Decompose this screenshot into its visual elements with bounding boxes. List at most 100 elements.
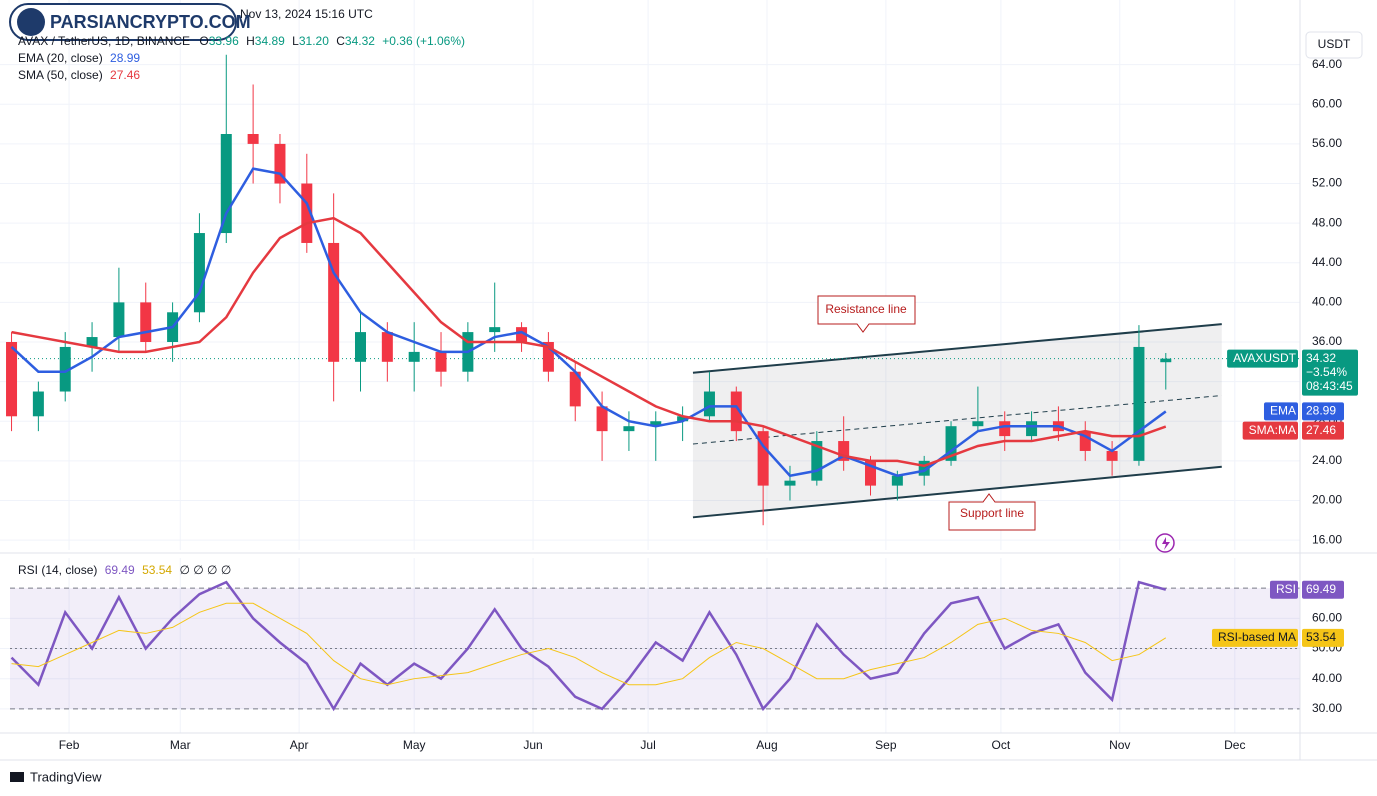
rsi-ma-badge-value: 53.54 <box>1306 630 1336 644</box>
y-tick-label: 40.00 <box>1312 295 1342 309</box>
price-badge-countdown: 08:43:45 <box>1306 379 1353 393</box>
candle-body <box>999 421 1011 437</box>
currency: USDT <box>1318 37 1351 51</box>
price-badge-box <box>1302 349 1358 396</box>
callout-box <box>817 295 916 333</box>
sma-legend: SMA (50, close) 27.46 <box>18 68 140 82</box>
y-tick-label: 24.00 <box>1312 453 1342 467</box>
candle-body <box>59 346 71 392</box>
ma-line <box>10 167 1167 478</box>
price-badge-value: 34.32 <box>1306 351 1336 365</box>
candle-body <box>623 426 635 432</box>
candle-body <box>32 391 44 417</box>
y-tick-label: 36.00 <box>1312 334 1342 348</box>
candle-body <box>703 391 715 417</box>
candle-body <box>1106 450 1118 461</box>
y-tick-label: 64.00 <box>1312 57 1342 71</box>
resistance-line <box>692 323 1222 374</box>
candle-body <box>113 302 125 338</box>
y-tick-label: 56.00 <box>1312 136 1342 150</box>
candle-body <box>1026 421 1038 437</box>
support-line <box>692 465 1222 519</box>
candle-body <box>1160 358 1172 363</box>
x-tick-label: Apr <box>290 738 309 752</box>
legend-extra: ∅ ∅ ∅ ∅ <box>179 563 231 577</box>
change: +0.36 (+1.06%) <box>382 34 465 48</box>
y-tick-label: 20.00 <box>1312 493 1342 507</box>
rsi-line <box>10 580 1167 712</box>
candle-body <box>1133 346 1145 461</box>
candle-body <box>193 233 205 313</box>
candle-body <box>435 351 447 372</box>
y-tick-label: 52.00 <box>1312 176 1342 190</box>
candle-body <box>569 371 581 407</box>
legend-name: RSI (14, close) <box>18 563 97 577</box>
rsi-badge-value: 69.49 <box>1306 582 1336 596</box>
legend-value: 69.49 <box>105 563 135 577</box>
legend-name: EMA (20, close) <box>18 51 103 65</box>
ohlc-value: 33.96 <box>209 34 239 48</box>
candle-body <box>274 143 286 184</box>
candle-body <box>328 242 340 362</box>
symbol: AVAX / TetherUS, 1D, BINANCE <box>18 34 190 48</box>
rsi-badge-label-box <box>1269 580 1298 599</box>
candle-body <box>891 475 903 486</box>
alert-bolt <box>1162 537 1170 550</box>
legend-name: SMA (50, close) <box>18 68 103 82</box>
tv-logo <box>10 772 24 782</box>
rsi-badge-label: RSI <box>1276 582 1296 596</box>
ema-badge-value-box <box>1302 402 1344 421</box>
alert-icon[interactable] <box>1155 533 1175 553</box>
candle-body <box>865 460 877 486</box>
candle-body <box>757 431 769 486</box>
channel-fill <box>692 324 1222 518</box>
watermark-box <box>9 3 237 41</box>
symbol-line: AVAX / TetherUS, 1D, BINANCE O33.96 H34.… <box>18 34 465 48</box>
x-tick-label: Feb <box>59 738 80 752</box>
candle-body <box>220 134 232 234</box>
sma-badge-label-box <box>1242 421 1298 440</box>
ohlc-label: C <box>336 34 345 48</box>
sma-badge-value-box <box>1302 421 1344 440</box>
candle-body <box>784 480 796 486</box>
candle-body <box>516 327 528 342</box>
rsi-ma-badge-label: RSI-based MA <box>1218 630 1296 644</box>
candle-body <box>972 421 984 427</box>
candle-body <box>140 302 152 342</box>
x-tick-label: Dec <box>1224 738 1245 752</box>
candle-body <box>730 391 742 432</box>
x-tick-label: Mar <box>170 738 191 752</box>
symbol-badge-label: AVAXUSDT <box>1233 351 1297 365</box>
ema-badge-label: EMA <box>1270 404 1296 418</box>
ohlc-label: O <box>199 34 208 48</box>
y-tick-label: 60.00 <box>1312 611 1342 625</box>
x-tick-label: May <box>403 738 426 752</box>
candle-body <box>945 426 957 461</box>
candle-body <box>489 327 501 333</box>
y-tick-label: 16.00 <box>1312 532 1342 546</box>
legend-value: 27.46 <box>110 68 140 82</box>
y-tick-label: 48.00 <box>1312 215 1342 229</box>
currency-box[interactable] <box>1305 31 1363 59</box>
candle-body <box>596 406 608 432</box>
ohlc-value: 34.89 <box>255 34 285 48</box>
candle-body <box>408 351 420 362</box>
rsi-legend: RSI (14, close) 69.49 53.54 ∅ ∅ ∅ ∅ <box>18 563 231 577</box>
rsi-ma-badge-value-box <box>1302 628 1344 647</box>
x-tick-label: Jun <box>523 738 542 752</box>
ema-legend: EMA (20, close) 28.99 <box>18 51 140 65</box>
watermark: PARSIANCRYPTO.COM <box>50 12 251 32</box>
ohlc-label: L <box>292 34 299 48</box>
x-tick-label: Oct <box>992 738 1011 752</box>
sma-badge-label: SMA:MA <box>1249 423 1296 437</box>
annotation: Resistance line <box>825 302 907 316</box>
timestamp: Nov 13, 2024 15:16 UTC <box>240 7 373 21</box>
candle-body <box>1079 431 1091 451</box>
candle-body <box>677 416 689 422</box>
footer: TradingView <box>30 769 102 784</box>
candle-body <box>542 342 554 372</box>
rsi-line <box>11 602 1167 686</box>
y-tick-label: 30.00 <box>1312 701 1342 715</box>
ohlc-value: 34.32 <box>345 34 375 48</box>
